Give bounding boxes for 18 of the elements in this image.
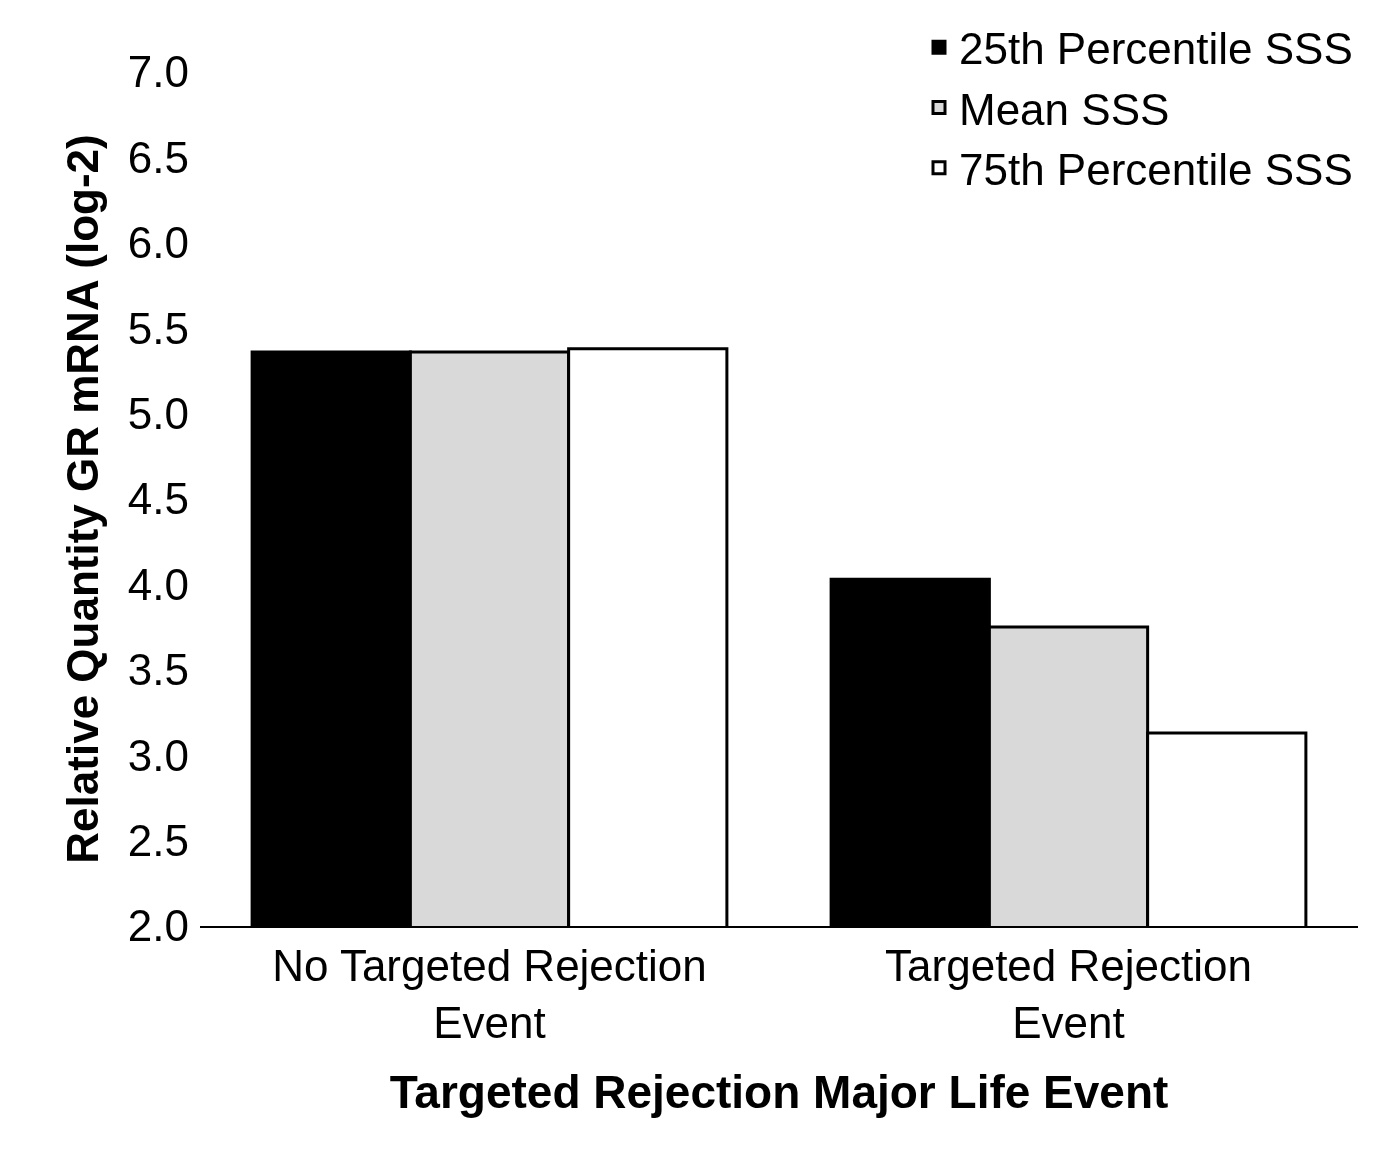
y-tick-label: 3.5 [127, 645, 189, 695]
y-axis-title: Relative Quantity GR mRNA (log-2) [57, 134, 107, 864]
y-tick-label: 6.0 [127, 218, 189, 268]
legend-label: Mean SSS [959, 84, 1170, 134]
y-tick-label: 4.0 [127, 559, 189, 609]
y-tick-label: 4.5 [127, 474, 189, 524]
legend-label: 75th Percentile SSS [959, 144, 1353, 194]
y-tick-label: 5.0 [127, 389, 189, 438]
y-tick-label: 6.5 [127, 132, 189, 182]
y-tick-label: 2.0 [127, 901, 189, 951]
y-tick-label: 7.0 [127, 47, 189, 97]
x-axis-title: Targeted Rejection Major Life Event [389, 1066, 1169, 1119]
y-tick-label: 5.5 [127, 303, 189, 353]
y-tick-label: 3.0 [127, 730, 189, 780]
y-tick-label: 2.5 [127, 816, 189, 865]
legend-label: 25th Percentile SSS [959, 24, 1353, 74]
x-tick-label: Targeted Rejection Event [885, 940, 1252, 1047]
x-tick-label: No Targeted Rejection Event [272, 940, 707, 1047]
